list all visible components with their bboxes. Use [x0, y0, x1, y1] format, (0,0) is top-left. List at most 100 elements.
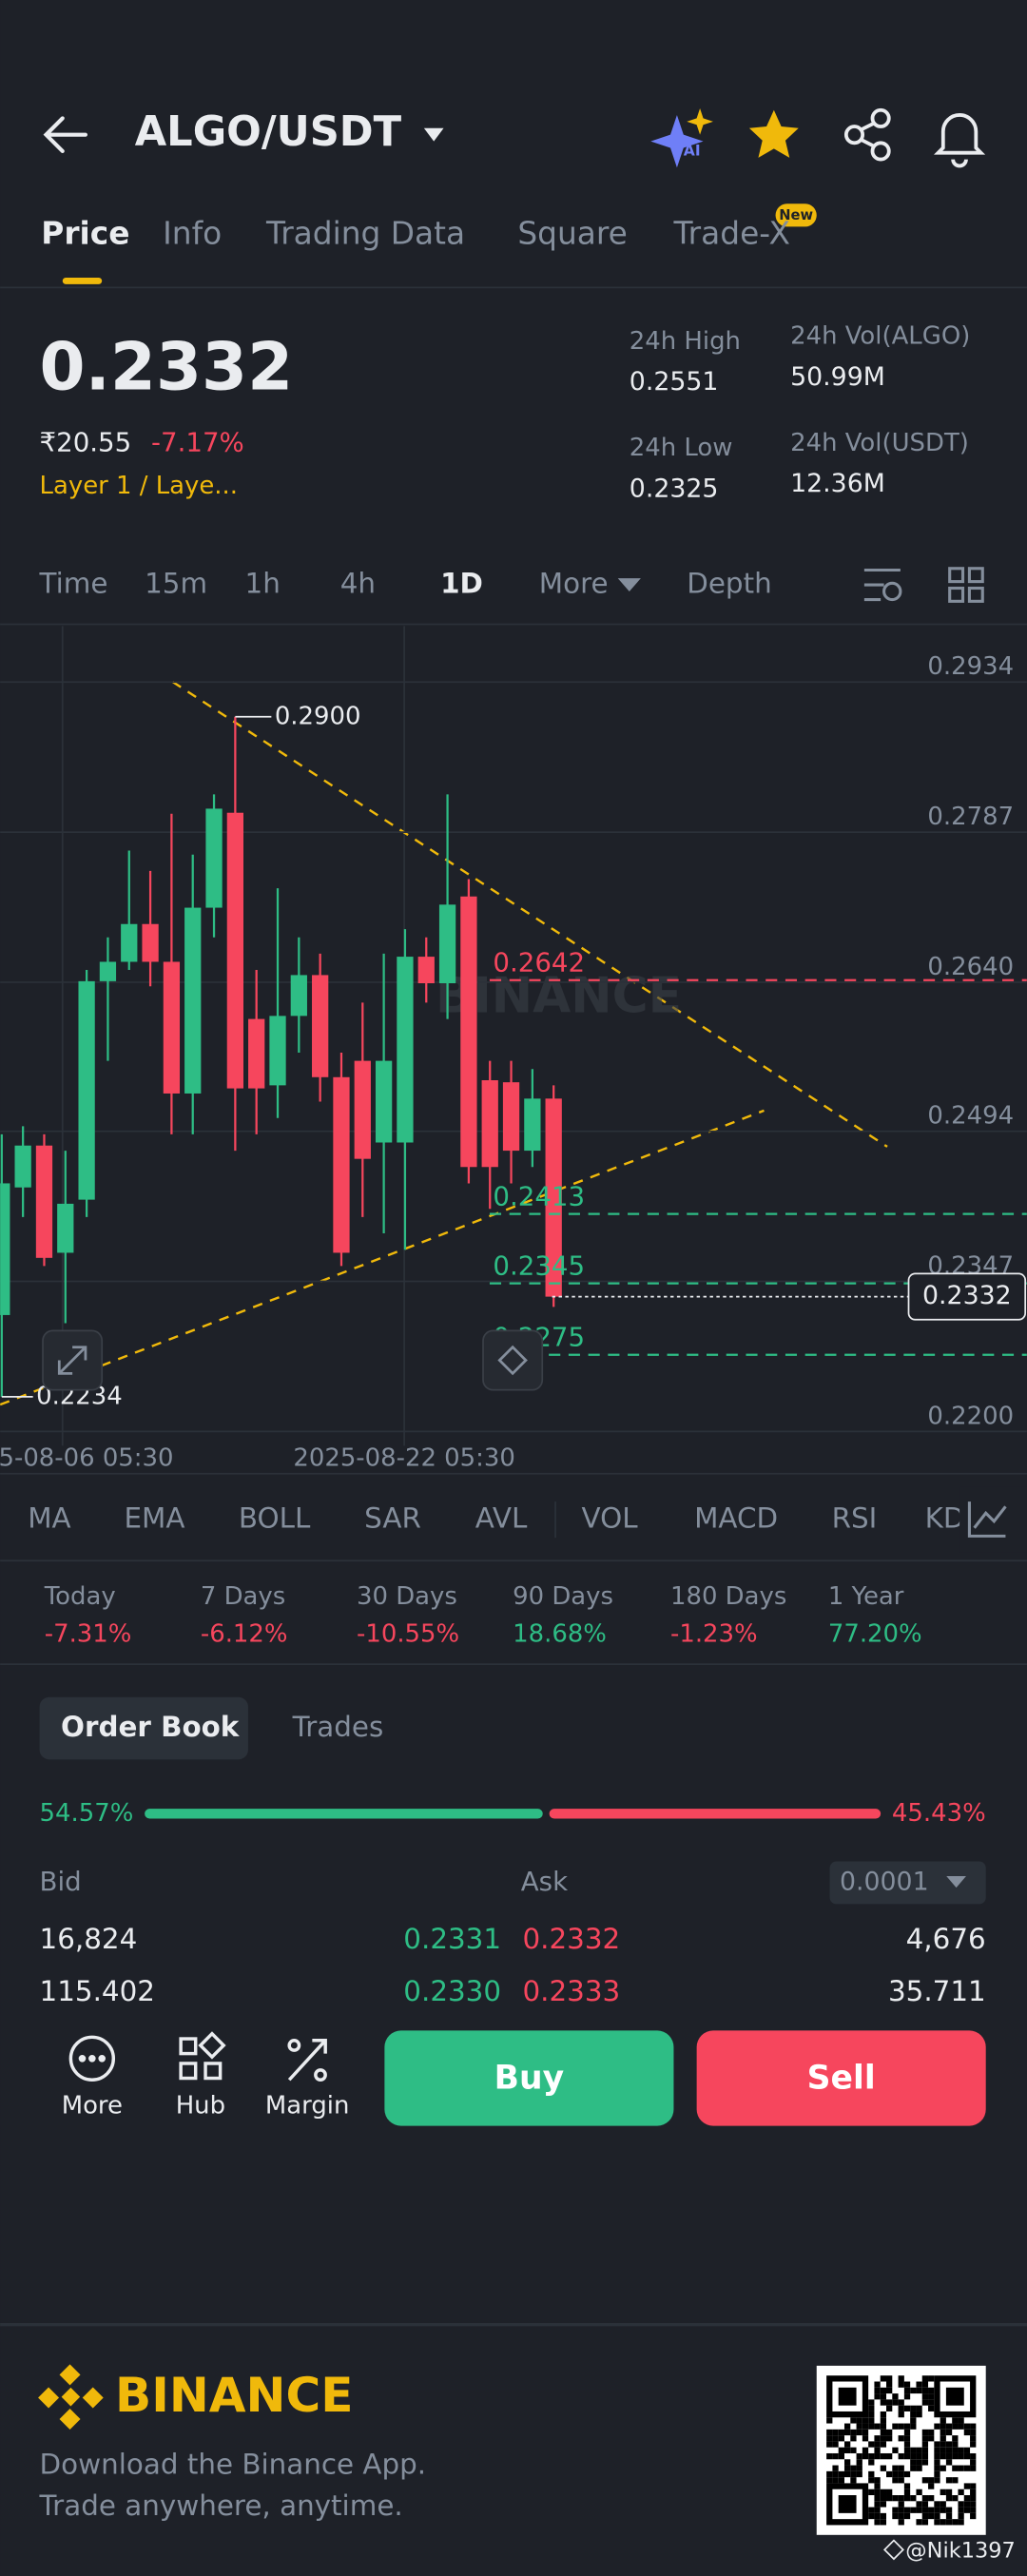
indicator[interactable]: MA: [28, 1502, 70, 1535]
qr-cell: [934, 2507, 940, 2513]
candle-body: [269, 1016, 286, 1086]
qr-cell: [862, 2435, 869, 2442]
qr-cell: [880, 2452, 887, 2460]
qr-finder: [826, 2375, 869, 2418]
qr-cell: [910, 2459, 917, 2466]
layout-icon[interactable]: [948, 567, 984, 603]
share-icon[interactable]: [843, 107, 891, 162]
qr-cell: [928, 2393, 935, 2400]
sector-tag[interactable]: Layer 1 / Laye...: [40, 472, 238, 500]
qr-cell: [958, 2507, 964, 2513]
period-label: 30 Days: [357, 1582, 457, 1611]
qr-cell: [880, 2494, 887, 2502]
indicator[interactable]: EMA: [125, 1502, 185, 1535]
sell-label[interactable]: Sell: [807, 2060, 876, 2098]
margin-icon[interactable]: [287, 2039, 327, 2082]
indicator[interactable]: MACD: [694, 1502, 778, 1535]
indicator[interactable]: VOL: [582, 1502, 639, 1535]
qr-cell: [850, 2447, 857, 2453]
qr-cell: [963, 2494, 971, 2502]
expand-icon[interactable]: [42, 1329, 104, 1391]
ask-qty: 4,676: [906, 1923, 986, 1955]
action-label[interactable]: Hub: [176, 2091, 225, 2120]
qr-cell: [874, 2489, 881, 2495]
qr-cell: [886, 2387, 893, 2394]
qr-cell: [903, 2447, 911, 2453]
book-tab[interactable]: Trades: [292, 1711, 384, 1743]
qr-cell: [970, 2501, 977, 2508]
indicator[interactable]: BOLL: [239, 1502, 311, 1535]
tab[interactable]: Trade-X: [672, 216, 790, 252]
qr-cell: [928, 2477, 935, 2484]
precision-select[interactable]: [829, 1861, 986, 1905]
action-label[interactable]: Margin: [265, 2091, 349, 2120]
ai-badge: AI: [684, 142, 701, 159]
period-change: -10.55%: [357, 1620, 459, 1649]
stat-value: 12.36M: [790, 469, 885, 498]
qr-cell: [970, 2494, 977, 2502]
favorite-star[interactable]: [748, 109, 799, 158]
qr-cell: [970, 2452, 977, 2460]
tab[interactable]: Square: [517, 216, 628, 252]
draw-icon[interactable]: [482, 1329, 544, 1391]
qr-cell: [843, 2470, 851, 2478]
action-label[interactable]: More: [62, 2091, 123, 2120]
indicator[interactable]: KD: [925, 1502, 965, 1535]
qr-cell: [856, 2417, 862, 2424]
qr-cell: [934, 2512, 940, 2520]
qr-cell: [874, 2507, 881, 2513]
indicator[interactable]: RSI: [832, 1502, 878, 1535]
qr-cell: [934, 2501, 940, 2508]
candle-body: [184, 907, 202, 1094]
qr-cell: [838, 2470, 844, 2478]
qr-cell: [880, 2435, 887, 2442]
qr-cell: [874, 2494, 881, 2502]
candle-body: [57, 1203, 74, 1253]
interval[interactable]: 1h: [245, 568, 281, 600]
qr-cell: [898, 2405, 904, 2411]
buy-label[interactable]: Buy: [494, 2060, 564, 2098]
interval[interactable]: Time: [39, 568, 108, 600]
period-label: Today: [44, 1582, 116, 1611]
interval[interactable]: 15m: [145, 568, 207, 600]
sell-button[interactable]: [696, 2030, 986, 2126]
interval[interactable]: More: [539, 568, 609, 600]
indicator[interactable]: SAR: [364, 1502, 421, 1535]
qr-cell: [916, 2519, 922, 2526]
back-button[interactable]: [43, 116, 88, 154]
qr-cell: [945, 2519, 953, 2526]
interval[interactable]: 1D: [440, 568, 483, 600]
interval[interactable]: Depth: [687, 568, 771, 600]
bell-icon[interactable]: [934, 113, 986, 168]
qr-cell: [934, 2470, 940, 2478]
ai-icon[interactable]: [650, 108, 713, 168]
hub-icon[interactable]: [179, 2031, 226, 2081]
qr-cell: [940, 2489, 946, 2495]
level-label: 0.2642: [493, 947, 585, 978]
qr-cell: [928, 2512, 935, 2520]
qr-cell: [916, 2507, 922, 2513]
tab[interactable]: Info: [163, 216, 222, 252]
qr-cell: [910, 2452, 917, 2460]
pair-dropdown[interactable]: [423, 127, 444, 142]
qr-cell: [862, 2417, 869, 2424]
more-icon[interactable]: [68, 2035, 116, 2082]
chart-settings-icon[interactable]: [863, 568, 902, 602]
qr-cell: [898, 2470, 904, 2478]
qr-cell: [843, 2441, 851, 2448]
interval[interactable]: 4h: [340, 568, 376, 600]
indicator[interactable]: AVL: [475, 1502, 528, 1535]
qr-cell: [886, 2381, 893, 2388]
indicator-settings-icon[interactable]: [959, 1486, 1027, 1553]
qr-cell: [903, 2405, 911, 2411]
tab[interactable]: Price: [41, 216, 129, 252]
period-label: 180 Days: [670, 1582, 786, 1611]
book-tab[interactable]: Order Book: [61, 1711, 241, 1743]
pair-title[interactable]: ALGO/USDT: [135, 108, 402, 156]
buy-button[interactable]: [384, 2030, 674, 2126]
qr-cell: [880, 2512, 887, 2520]
tab[interactable]: Trading Data: [265, 216, 465, 252]
qr-cell: [945, 2447, 953, 2453]
qr-cell: [921, 2452, 929, 2460]
more-dropdown[interactable]: [617, 578, 641, 591]
